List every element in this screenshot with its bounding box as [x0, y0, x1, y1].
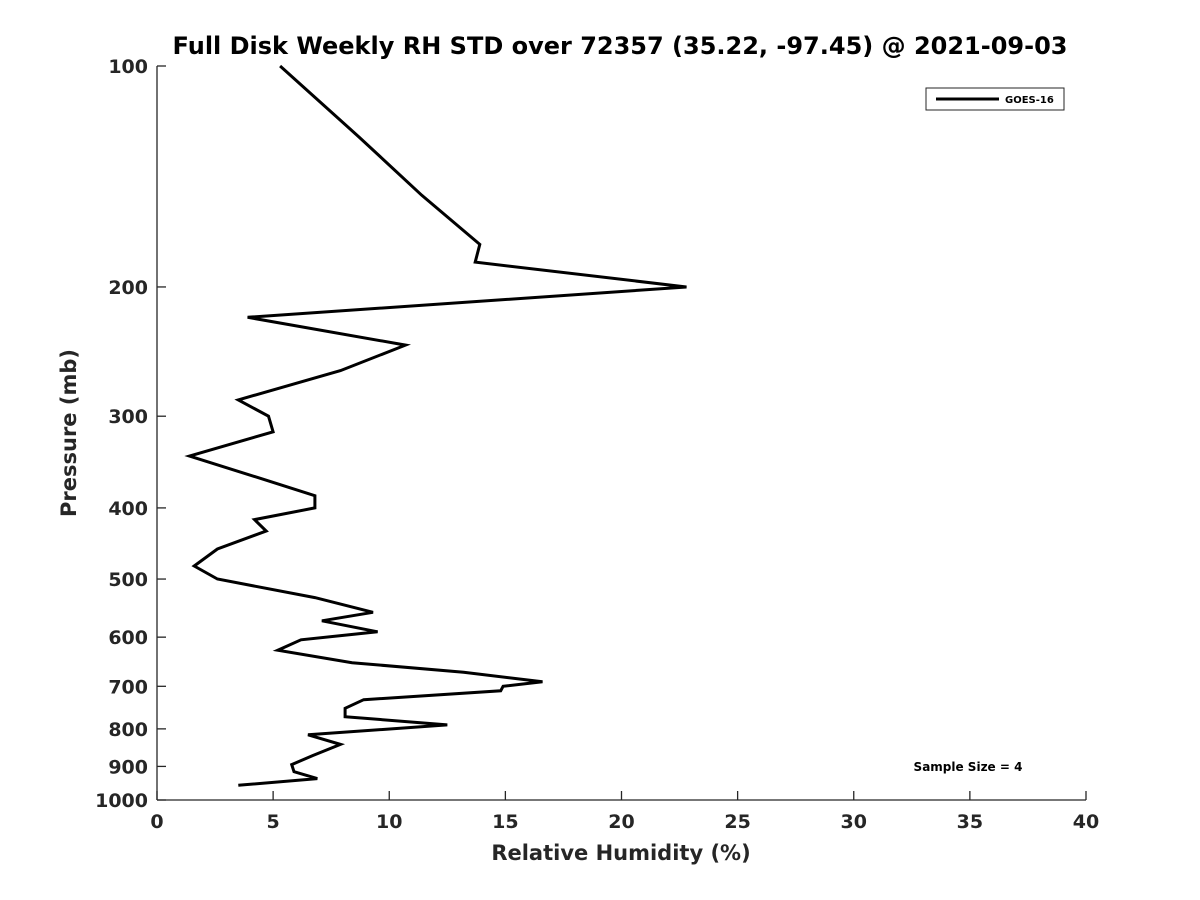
y-tick-label: 1000 [95, 790, 148, 812]
series-layer [184, 64, 687, 787]
x-tick-label: 40 [1073, 811, 1099, 833]
y-tick-label: 100 [108, 56, 148, 78]
legend: GOES-16 [925, 87, 1065, 111]
axes [156, 66, 1086, 801]
y-tick-label: 600 [108, 627, 148, 649]
x-tick-label: 35 [957, 811, 983, 833]
x-ticks: 0 5 10 15 20 25 30 35 40 [150, 791, 1099, 833]
x-tick-label: 10 [376, 811, 402, 833]
y-tick-label: 200 [108, 277, 148, 299]
y-tick-label: 800 [108, 719, 148, 741]
y-tick-label: 500 [108, 569, 148, 591]
legend-entry-goes-16: GOES-16 [1005, 95, 1054, 106]
x-tick-label: 0 [150, 811, 163, 833]
x-tick-label: 25 [724, 811, 750, 833]
x-tick-label: 15 [492, 811, 518, 833]
y-tick-label: 400 [108, 498, 148, 520]
x-tick-label: 30 [841, 811, 867, 833]
y-axis-label: Pressure (mb) [57, 349, 81, 517]
x-tick-label: 20 [608, 811, 634, 833]
y-tick-label: 300 [108, 406, 148, 428]
x-tick-label: 5 [267, 811, 280, 833]
y-tick-label: 700 [108, 676, 148, 698]
y-ticks: 100 200 300 400 500 600 700 800 900 1000 [95, 56, 166, 812]
sample-size-annotation: Sample Size = 4 [914, 760, 1023, 774]
y-tick-label: 900 [108, 756, 148, 778]
chart-title: Full Disk Weekly RH STD over 72357 (35.2… [173, 32, 1068, 60]
x-axis-label: Relative Humidity (%) [491, 841, 750, 865]
series-line-goes-16 [184, 64, 687, 787]
